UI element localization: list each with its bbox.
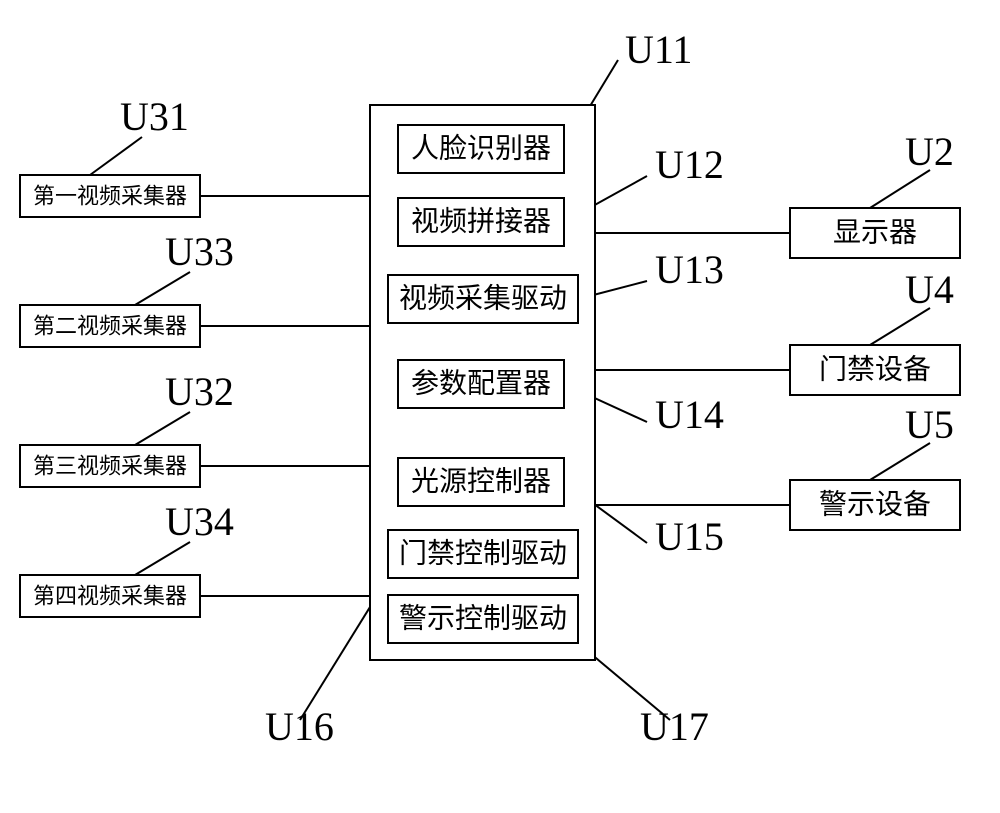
label-U15: U15 — [655, 514, 724, 559]
center-U14-text: 参数配置器 — [411, 368, 551, 400]
label-U11: U11 — [625, 27, 692, 72]
label-U17: U17 — [640, 704, 709, 749]
label-U14: U14 — [655, 392, 724, 437]
label-U31: U31 — [120, 94, 189, 139]
label-U5: U5 — [905, 402, 954, 447]
left-U34-text: 第四视频采集器 — [33, 584, 187, 609]
label-U32: U32 — [165, 369, 234, 414]
right-U2-text: 显示器 — [833, 218, 917, 249]
label-U13: U13 — [655, 247, 724, 292]
left-U32-text: 第三视频采集器 — [33, 454, 187, 479]
label-U34: U34 — [165, 499, 234, 544]
center-U17-text: 警示控制驱动 — [399, 603, 567, 635]
left-U33-text: 第二视频采集器 — [33, 314, 187, 339]
center-U12-text: 视频拼接器 — [411, 206, 551, 238]
label-U4: U4 — [905, 267, 954, 312]
right-U4-text: 门禁设备 — [819, 354, 931, 386]
left-U31-text: 第一视频采集器 — [33, 184, 187, 209]
right-U5-text: 警示设备 — [819, 489, 931, 521]
center-U16-text: 门禁控制驱动 — [399, 538, 567, 570]
center-U13-text: 视频采集驱动 — [399, 283, 567, 315]
center-U15-text: 光源控制器 — [411, 466, 551, 498]
label-U33: U33 — [165, 229, 234, 274]
center-U11-text: 人脸识别器 — [411, 133, 551, 165]
label-U12: U12 — [655, 142, 724, 187]
label-U16: U16 — [265, 704, 334, 749]
label-U2: U2 — [905, 129, 954, 174]
